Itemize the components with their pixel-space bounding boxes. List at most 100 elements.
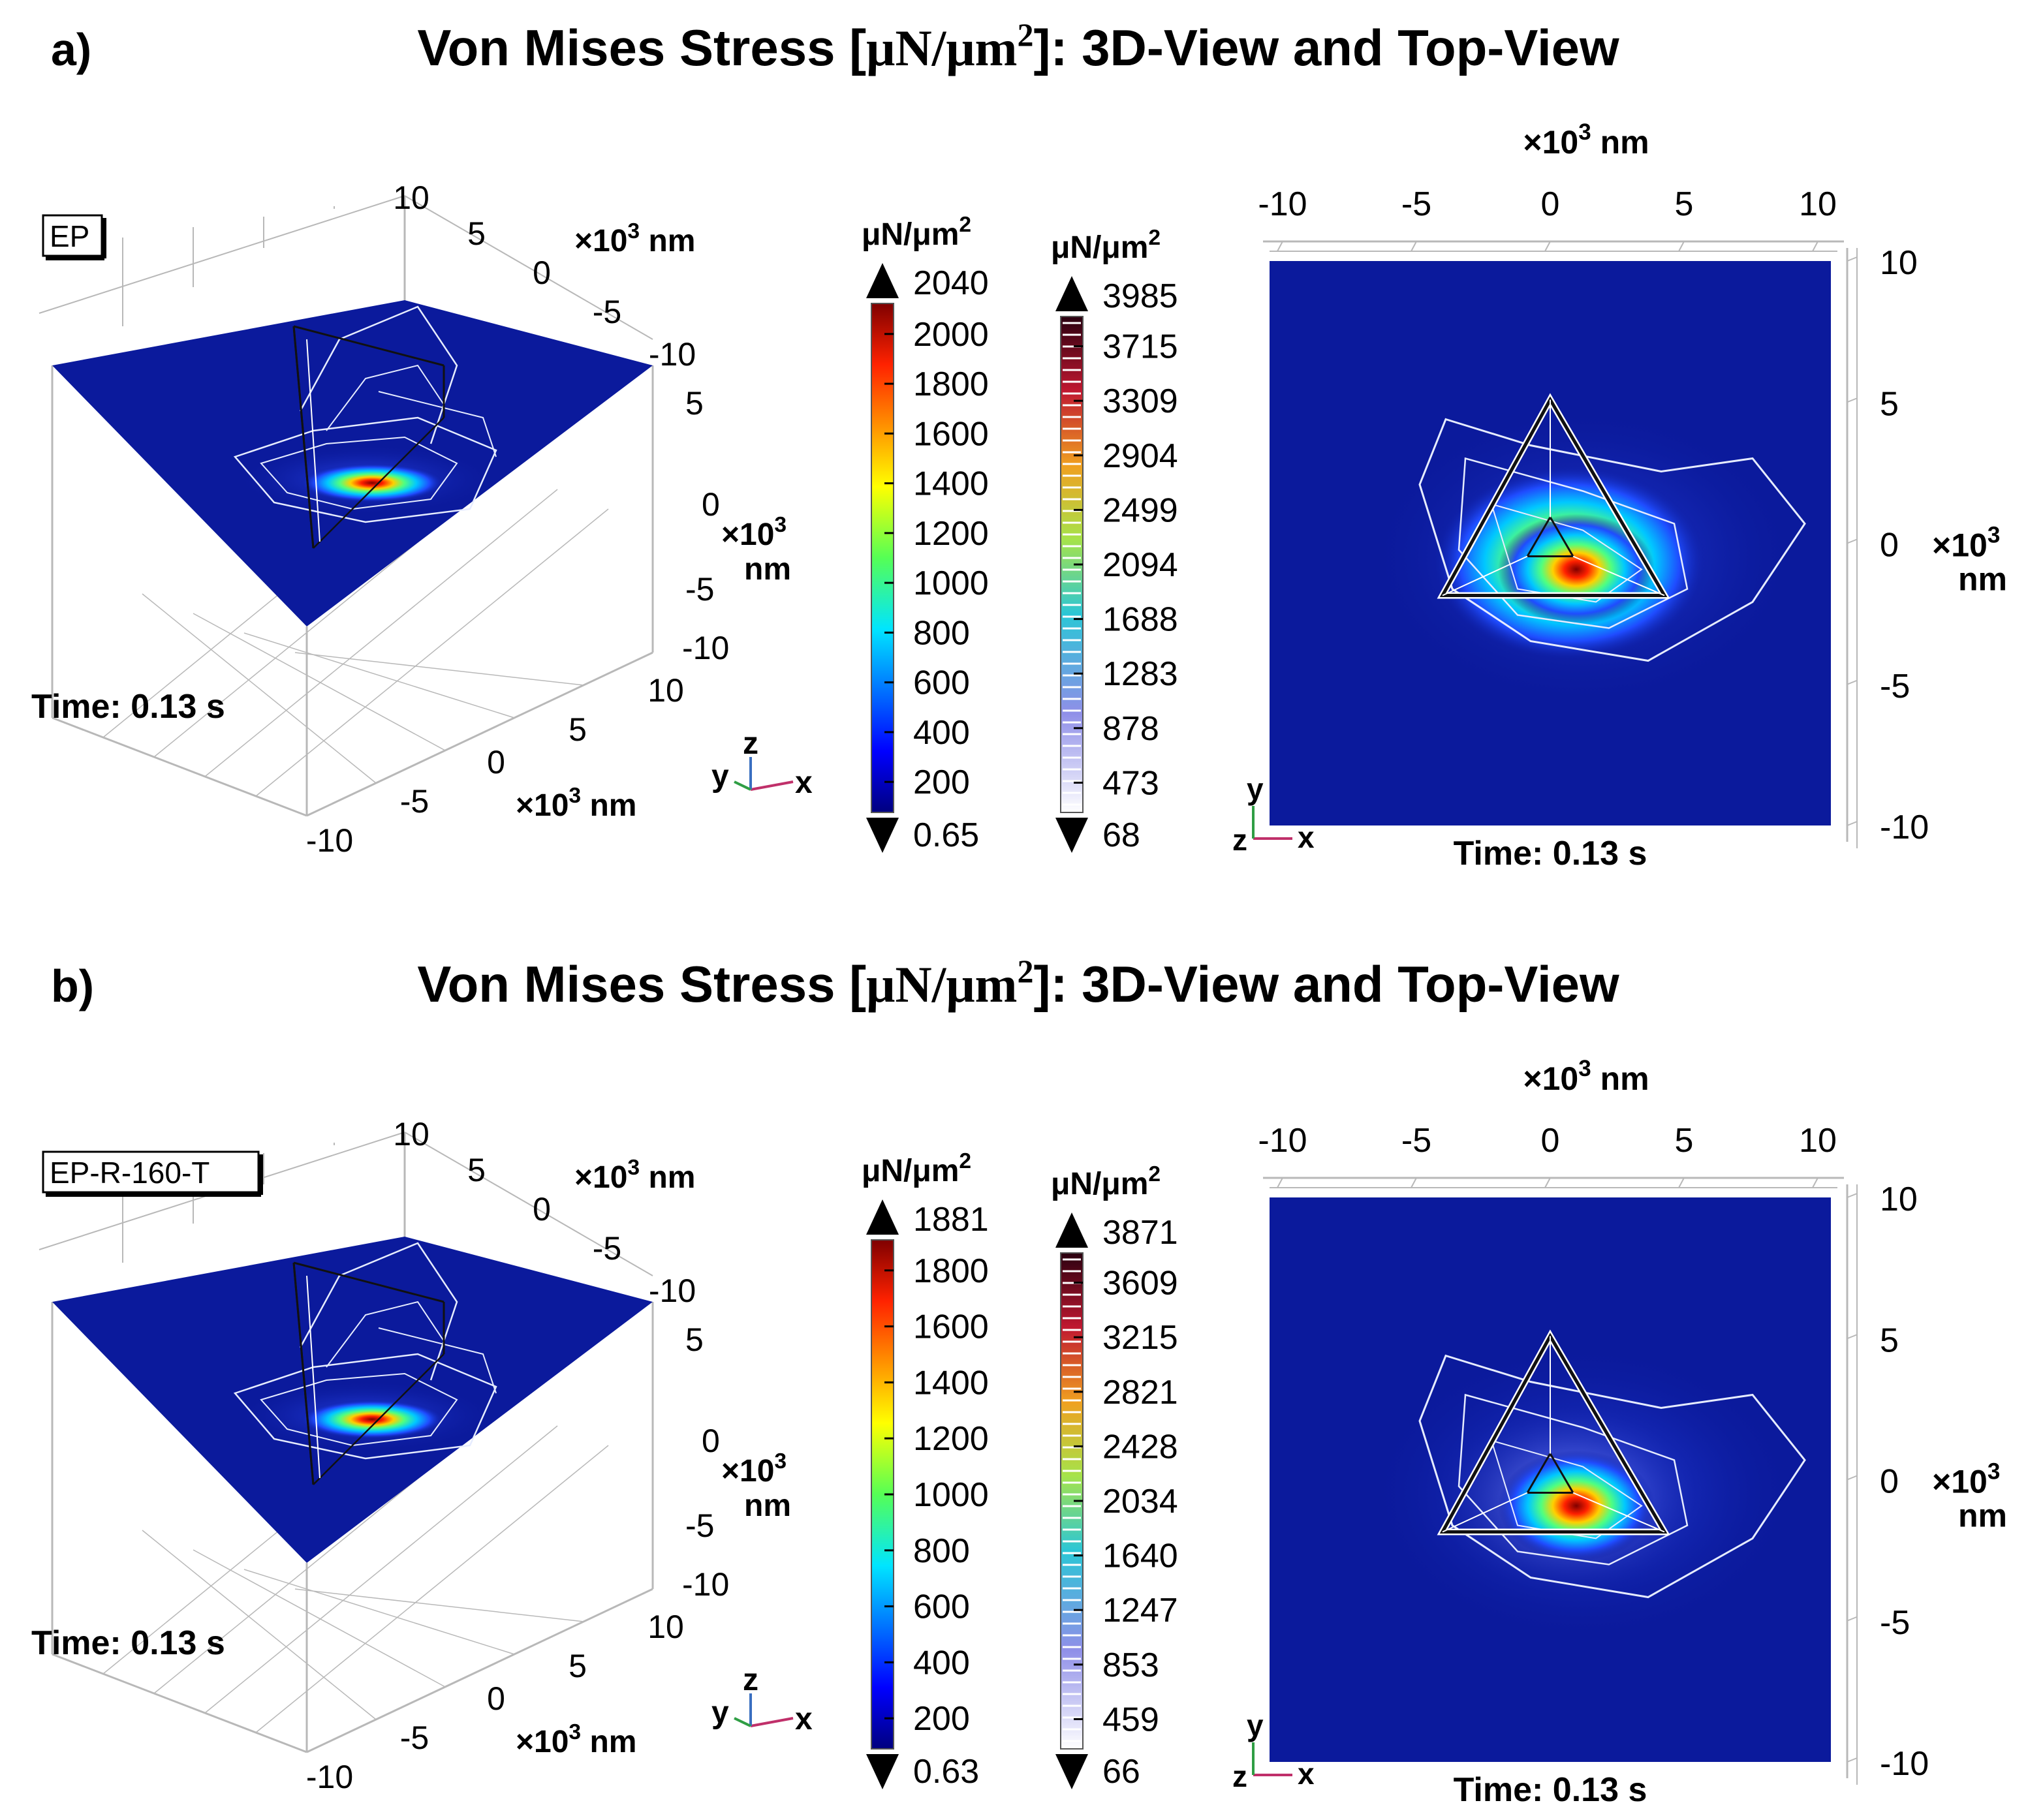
3d-indenter-edge — [306, 339, 320, 542]
top-y-tick-mark — [1847, 538, 1858, 544]
top-indenter — [1439, 1333, 1668, 1534]
3d-grid-line — [204, 1425, 558, 1714]
colorbar-contour-tick-label: 3309 — [1102, 382, 1178, 420]
3d-grid-line — [243, 1569, 515, 1655]
colorbar-contour-tick-label: 1283 — [1102, 655, 1178, 693]
3d-contour — [378, 1327, 497, 1394]
top-y-tick: -5 — [1880, 1604, 1910, 1642]
top-triad-x-label: x — [1298, 1757, 1315, 1791]
colorbar-surface-tick-label: 200 — [913, 1700, 970, 1738]
3d-z-tick: -10 — [682, 630, 729, 666]
3d-box-edge — [306, 651, 653, 817]
top-y-tick: -10 — [1880, 809, 1929, 846]
colorbar-surface-tick-label: 1800 — [913, 365, 989, 403]
3d-contour — [326, 1301, 445, 1368]
colorbar-surface-bar — [871, 303, 894, 813]
colorbar-contour-min-label: 68 — [1102, 816, 1140, 854]
colorbar-surface-tick-label: 1200 — [913, 515, 989, 553]
top-x-tick-mark — [1544, 241, 1551, 252]
colorbar-contour: μN/μm2 3871 66 3609 3215 2821 2428 2034 1640 1247… — [1051, 1162, 1178, 1791]
colorbar-surface-tick-label: 200 — [913, 763, 970, 801]
top-y-tick: 0 — [1880, 527, 1899, 564]
top-y-tick-mark — [1847, 256, 1858, 262]
colorbar-surface-tick-label: 1400 — [913, 465, 989, 503]
top-y-tick-mark — [1847, 1334, 1858, 1340]
colorbar-contour-max-arrow — [1055, 1212, 1088, 1248]
top-y-tick: 5 — [1880, 1321, 1899, 1359]
top-x-tick: 0 — [1541, 1122, 1560, 1160]
3d-grid-line — [193, 1549, 446, 1688]
3d-stress-hotspot — [300, 1400, 444, 1439]
colorbar-surface-tick-label: 1000 — [913, 1476, 989, 1514]
colorbar-surface-tick-label: 1000 — [913, 564, 989, 602]
3d-contour — [299, 1242, 458, 1381]
top-stress-hotspot — [1498, 514, 1655, 625]
top-x-tick: 0 — [1541, 185, 1560, 223]
3d-x-tick: 10 — [647, 672, 684, 709]
panel-title: Von Mises Stress [μN/μm2]: 3D-View and T… — [417, 953, 1619, 1013]
top-y-tick-mark — [1847, 1757, 1858, 1763]
colorbar-contour-min-label: 66 — [1102, 1753, 1140, 1791]
sample-tag-box — [42, 1150, 260, 1194]
triad-y-axis — [734, 1717, 751, 1727]
3d-contour — [326, 364, 445, 431]
3d-y-tick: 10 — [393, 179, 429, 216]
top-indenter-tip — [1525, 515, 1575, 557]
top-indenter-ridge — [1442, 1492, 1528, 1533]
top-contour — [1458, 457, 1689, 629]
colorbar-contour-max-arrow — [1055, 276, 1088, 311]
colorbar-surface-min-arrow — [866, 1754, 899, 1789]
colorbar-contour-tick-label: 2094 — [1102, 546, 1178, 584]
3d-z-tick: -5 — [685, 1507, 714, 1544]
top-x-tick: 10 — [1799, 1122, 1837, 1160]
top-contour — [1458, 1393, 1689, 1566]
top-triad-y-label: y — [1247, 1708, 1264, 1742]
top-x-tick-mark — [1544, 1177, 1551, 1188]
top-x-tick-mark — [1411, 1177, 1417, 1188]
colorbar-surface-tick-label: 800 — [913, 614, 970, 652]
top-y-tick: 10 — [1880, 1180, 1918, 1218]
3d-stress-hotspot — [300, 463, 444, 502]
colorbar-surface-tick-label: 400 — [913, 714, 970, 752]
3d-grid-line — [294, 652, 584, 686]
3d-z-tick: -10 — [682, 1566, 729, 1603]
3d-contour — [378, 391, 497, 457]
colorbar-surface-tick-label: 1600 — [913, 1308, 989, 1346]
top-y-tick: 10 — [1880, 244, 1918, 282]
3d-x-tick: -5 — [400, 783, 429, 820]
colorbar-surface-tick-label: 1400 — [913, 1364, 989, 1402]
colorbar-contour-tick-label: 2034 — [1102, 1483, 1178, 1520]
triad-y-label: y — [711, 759, 729, 794]
top-x-tick: -10 — [1258, 1122, 1307, 1160]
3d-x-tick: 0 — [487, 744, 505, 780]
colorbar-surface-tick-label: 400 — [913, 1644, 970, 1682]
3d-x-tick: 10 — [647, 1609, 684, 1645]
colorbar-surface-min-arrow — [866, 818, 899, 853]
top-y-tick-mark — [1847, 1616, 1858, 1622]
colorbar-surface-max-arrow — [866, 1199, 899, 1235]
3d-z-unit: ×103 — [721, 513, 787, 552]
3d-box-edge — [52, 717, 307, 817]
top-time-label: Time: 0.13 s — [1454, 1771, 1647, 1809]
top-x-tick-mark — [1812, 241, 1818, 252]
3d-grid-line — [404, 195, 653, 340]
triad-z-label: z — [743, 1663, 758, 1697]
colorbar-surface-max-label: 1881 — [913, 1201, 989, 1239]
3d-y-unit: ×103 nm — [574, 219, 695, 258]
top-y-tick: -5 — [1880, 668, 1910, 705]
top-y-tick: 0 — [1880, 1463, 1899, 1501]
colorbar-contour-max-label: 3985 — [1102, 277, 1178, 315]
top-indenter-ridge — [1442, 555, 1528, 596]
top-y-unit: ×103 — [1932, 523, 2000, 564]
top-contour — [1490, 503, 1643, 603]
3d-indenter-edge — [292, 1262, 315, 1485]
top-y-tick-mark — [1847, 1475, 1858, 1481]
top-triad-z-label: z — [1232, 823, 1247, 857]
3d-x-tick: -5 — [400, 1720, 429, 1756]
colorbar-contour-tick-label: 3715 — [1102, 328, 1178, 366]
3d-x-unit: ×103 nm — [516, 1720, 636, 1759]
3d-z-tick: 0 — [702, 1423, 720, 1459]
